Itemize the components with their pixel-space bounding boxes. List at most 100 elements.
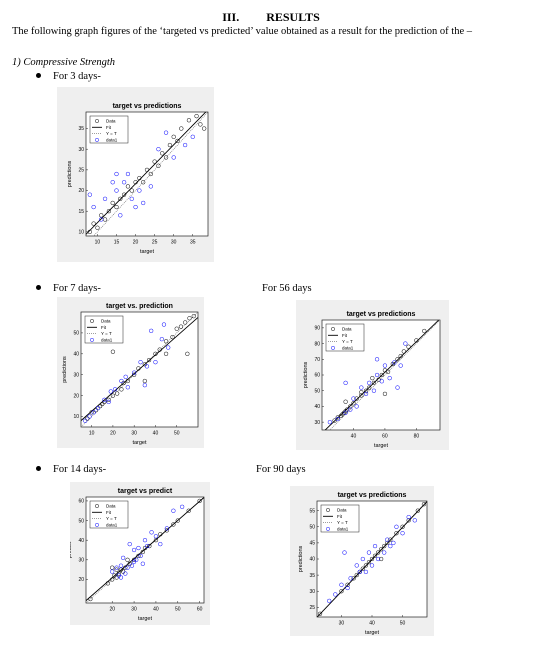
data-point xyxy=(137,175,142,181)
y-tick-label: 45 xyxy=(309,541,315,547)
data1-point xyxy=(161,322,167,327)
chart-3-days-svg: target vs predictions target predictions 10… xyxy=(67,103,209,255)
data-point xyxy=(171,522,176,527)
data1-point xyxy=(129,563,135,568)
data-point xyxy=(163,339,169,344)
data-point xyxy=(379,372,384,378)
bullet-dot xyxy=(36,285,41,291)
data1-point xyxy=(345,585,350,591)
data-point xyxy=(186,508,191,513)
data1-point xyxy=(354,563,359,568)
x-tick-label: 20 xyxy=(133,240,139,246)
data-point xyxy=(125,184,131,189)
x-axis-label: target xyxy=(374,443,389,449)
data1-point xyxy=(114,188,119,193)
data-point xyxy=(359,390,364,395)
x-tick-label: 50 xyxy=(174,431,180,437)
data-point xyxy=(116,571,121,576)
chart-90-days-svg: target vs predictions target predictions 30… xyxy=(298,492,428,636)
legend-entry: Data xyxy=(106,119,116,124)
x-tick-label: 15 xyxy=(114,240,120,246)
data-point xyxy=(164,528,170,533)
data-point xyxy=(114,567,119,572)
y-tick-label: 30 xyxy=(314,420,320,426)
x-tick-label: 25 xyxy=(152,240,158,246)
data-point xyxy=(317,611,323,616)
y-equals-t-line xyxy=(329,320,440,430)
data-point xyxy=(360,566,365,571)
bullet-3-days: For 3 days- xyxy=(36,71,101,82)
chart-90-days: target vs predictions target predictions 30… xyxy=(290,486,434,636)
data1-point xyxy=(118,575,124,580)
data-point xyxy=(187,316,192,321)
legend-entry: Y = T xyxy=(101,331,112,336)
data1-point xyxy=(366,550,372,555)
data1-point xyxy=(136,545,141,551)
data1-point xyxy=(110,180,115,185)
data1-point xyxy=(398,363,403,368)
x-tick-label: 50 xyxy=(175,607,181,613)
data1-point xyxy=(131,547,137,553)
data-point xyxy=(136,366,141,371)
data-point xyxy=(371,380,377,386)
x-tick-label: 30 xyxy=(131,431,137,437)
data-point xyxy=(88,596,93,602)
data1-point xyxy=(395,385,400,390)
x-axis-label: target xyxy=(132,440,147,446)
data1-point xyxy=(385,537,390,542)
data-point xyxy=(406,344,411,349)
intro-paragraph: The following graph figures of the ‘targ… xyxy=(12,26,472,37)
data-point xyxy=(110,577,115,582)
data1-point xyxy=(119,378,124,384)
data-point xyxy=(174,326,179,331)
data1-point xyxy=(127,541,132,547)
data-point xyxy=(133,180,138,185)
data1-point xyxy=(342,550,347,555)
data1-point xyxy=(158,541,163,547)
bullet-dot xyxy=(36,466,41,472)
data1-point xyxy=(369,563,375,568)
y-tick-label: 40 xyxy=(314,404,320,410)
x-tick-label: 50 xyxy=(400,621,406,627)
data1-point xyxy=(359,385,364,390)
data-point xyxy=(421,502,427,507)
legend-entry: Fit xyxy=(106,510,112,515)
data-point xyxy=(121,192,127,197)
label-3-days: For 3 days- xyxy=(53,71,101,82)
label-7-days: For 7 days- xyxy=(53,283,101,294)
y-tick-label: 30 xyxy=(309,589,315,595)
data-point xyxy=(338,413,344,419)
data-point xyxy=(163,351,169,356)
data1-point xyxy=(371,388,377,393)
y-tick-label: 50 xyxy=(314,388,320,394)
data-point xyxy=(123,565,128,570)
data1-point xyxy=(403,341,408,346)
data1-point xyxy=(112,387,118,392)
legend-entry: Y = T xyxy=(106,516,117,521)
bullet-7-days: For 7 days- xyxy=(36,283,101,294)
data1-point xyxy=(182,142,188,148)
data-point xyxy=(414,338,419,343)
data-point xyxy=(129,188,134,193)
legend-entry: data1 xyxy=(106,523,118,528)
data-point xyxy=(363,563,369,568)
data-point xyxy=(382,543,387,549)
chart-title: target vs predictions xyxy=(347,311,416,318)
data-point xyxy=(115,391,120,396)
data1-point xyxy=(87,192,92,197)
data-point xyxy=(197,498,202,504)
data-point xyxy=(132,372,137,377)
x-tick-label: 10 xyxy=(95,240,101,246)
data1-point xyxy=(102,397,107,402)
data1-point xyxy=(387,375,392,381)
data-point xyxy=(175,518,180,523)
y-tick-label: 40 xyxy=(78,538,84,544)
data-point xyxy=(343,399,348,404)
data1-point xyxy=(374,357,380,362)
data-point xyxy=(106,209,112,214)
y-tick-label: 35 xyxy=(309,573,315,579)
chart-3-days: target vs predictions target predictions 10… xyxy=(57,87,214,262)
data-point xyxy=(348,404,353,409)
legend-marker-data1 xyxy=(95,137,99,142)
data-point xyxy=(385,540,390,546)
